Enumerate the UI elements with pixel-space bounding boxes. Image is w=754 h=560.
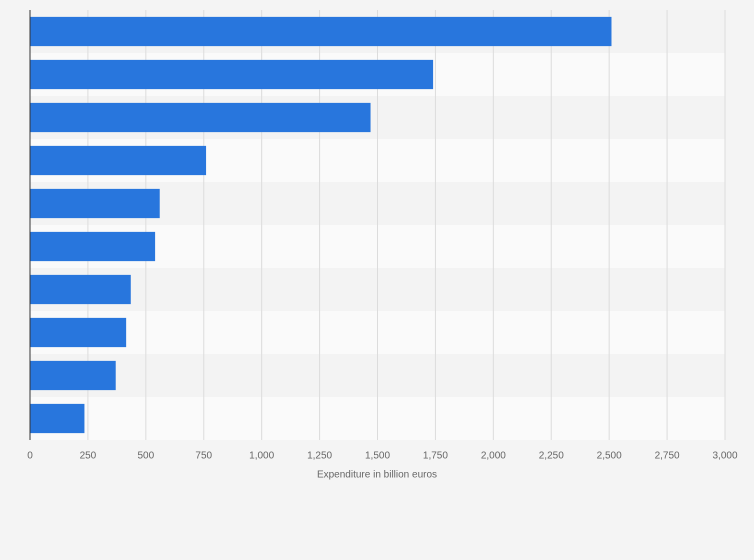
bar: [30, 16, 612, 47]
bar: [30, 360, 116, 391]
x-tick-label: 750: [195, 451, 212, 462]
x-tick-label: 1,750: [423, 451, 448, 462]
bar: [30, 231, 156, 262]
bar: [30, 59, 434, 90]
x-tick-label: 3,000: [712, 451, 737, 462]
x-tick-label: 1,250: [307, 451, 332, 462]
x-tick-label: 1,500: [365, 451, 390, 462]
x-tick-label: 1,000: [249, 451, 274, 462]
bar: [30, 188, 160, 219]
x-tick-label: 2,250: [539, 451, 564, 462]
bar: [30, 145, 207, 176]
bar: [30, 102, 371, 133]
x-tick-label: 2,750: [655, 451, 680, 462]
x-tick-label: 2,000: [481, 451, 506, 462]
bar: [30, 274, 131, 305]
x-tick-label: 2,500: [597, 451, 622, 462]
bar: [30, 403, 85, 434]
x-tick-label: 0: [27, 451, 33, 462]
x-tick-label: 250: [80, 451, 97, 462]
x-tick-label: 500: [137, 451, 154, 462]
x-axis-label: Expenditure in billion euros: [317, 470, 437, 481]
bar: [30, 317, 127, 348]
